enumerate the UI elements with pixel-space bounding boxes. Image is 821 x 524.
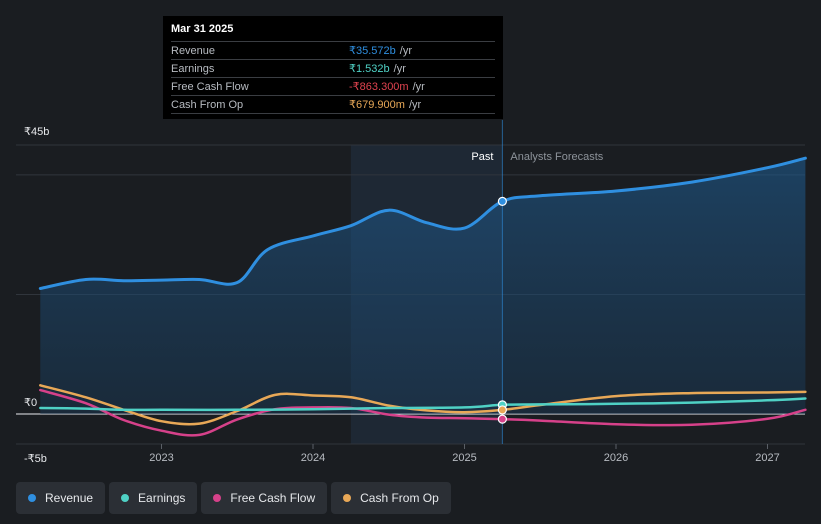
y-tick-label: -₹5b — [24, 453, 47, 465]
tooltip-unit: /yr — [393, 62, 406, 75]
tooltip-row-revenue: Revenue ₹35.572b /yr — [171, 41, 495, 59]
legend-dot-icon — [121, 494, 130, 502]
revenue-marker — [497, 196, 507, 206]
tooltip-value: ₹1.532b — [349, 63, 390, 75]
x-tick-label: 2024 — [301, 452, 325, 464]
y-tick-label: ₹45b — [24, 126, 49, 138]
tooltip-label: Earnings — [171, 62, 215, 75]
legend-item-revenue[interactable]: Revenue — [16, 482, 106, 514]
tooltip-label: Free Cash Flow — [171, 80, 249, 93]
tooltip-row-cash-from-op: Cash From Op ₹679.900m /yr — [171, 95, 495, 114]
tooltip-unit: /yr — [412, 80, 425, 93]
tooltip-row-earnings: Earnings ₹1.532b /yr — [171, 59, 495, 77]
free-cash-flow-marker — [497, 414, 507, 424]
tooltip-value: -₹863.300m — [349, 81, 409, 93]
y-tick-label: ₹0 — [24, 397, 37, 409]
legend-item-free-cash-flow[interactable]: Free Cash Flow — [201, 482, 328, 514]
revenue-line — [38, 156, 807, 290]
legend-label: Cash From Op — [360, 491, 439, 505]
cash-from-op-marker — [497, 405, 507, 415]
legend-label: Free Cash Flow — [230, 491, 316, 505]
x-tick-label: 2025 — [452, 452, 476, 464]
legend-item-cash-from-op[interactable]: Cash From Op — [331, 482, 451, 514]
tooltip-value: ₹35.572b — [349, 45, 396, 57]
forecast-label: Analysts Forecasts — [510, 151, 603, 163]
legend-label: Earnings — [138, 491, 186, 505]
free-cash-flow-line — [39, 388, 807, 437]
legend-item-earnings[interactable]: Earnings — [109, 482, 198, 514]
x-tick-label: 2027 — [755, 452, 779, 464]
tooltip-date: Mar 31 2025 — [171, 23, 234, 35]
legend-dot-icon — [343, 494, 352, 502]
legend-dot-icon — [28, 494, 36, 502]
tooltip-unit: /yr — [399, 44, 412, 57]
cash-from-op-line — [39, 384, 807, 426]
tooltip-value: ₹679.900m — [349, 99, 405, 111]
revenue-area — [40, 158, 806, 414]
past-label: Past — [471, 151, 493, 163]
tooltip-row-free-cash-flow: Free Cash Flow -₹863.300m /yr — [171, 77, 495, 95]
tooltip-label: Cash From Op — [171, 98, 244, 111]
earnings-line — [39, 397, 807, 412]
legend-dot-icon — [213, 494, 222, 502]
legend-label: Revenue — [45, 491, 94, 505]
chart-legend: Revenue Earnings Free Cash Flow Cash Fro… — [16, 482, 451, 516]
tooltip-unit: /yr — [408, 98, 422, 111]
data-tooltip: Mar 31 2025 Revenue ₹35.572b /yr Earning… — [163, 16, 503, 119]
tooltip-label: Revenue — [171, 44, 216, 57]
x-tick-label: 2023 — [149, 452, 173, 464]
x-tick-label: 2026 — [604, 452, 628, 464]
